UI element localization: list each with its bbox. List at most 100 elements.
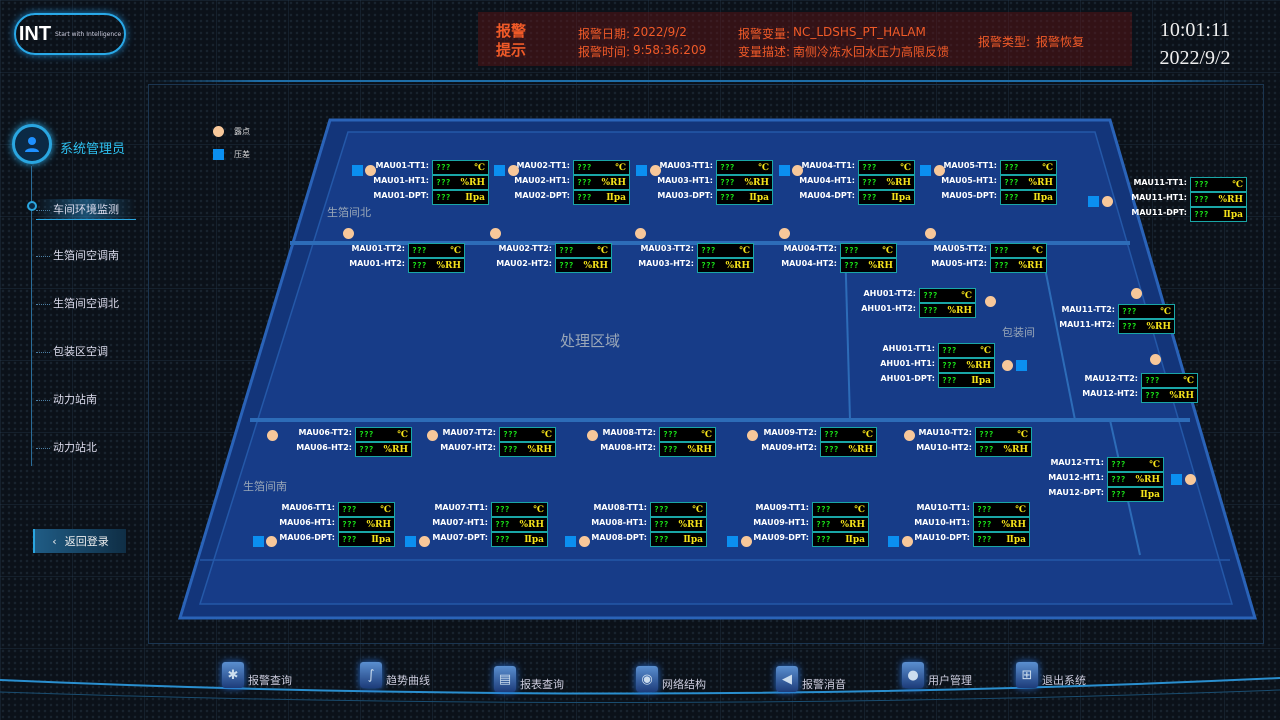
- dew-point-marker-icon[interactable]: [985, 296, 996, 307]
- dew-point-marker-icon[interactable]: [1002, 360, 1013, 371]
- sensor-value-box[interactable]: ??? ℃: [716, 160, 773, 175]
- sensor-value-box[interactable]: ??? %RH: [840, 258, 897, 273]
- sensor-value-box[interactable]: ??? %RH: [408, 258, 465, 273]
- dew-point-marker-icon[interactable]: [925, 228, 936, 239]
- sensor-value-box[interactable]: ??? Ⅱpa: [973, 532, 1030, 547]
- sensor-value-box[interactable]: ??? ℃: [938, 343, 995, 358]
- footer-button[interactable]: ● 用户管理: [902, 662, 972, 688]
- sensor-value-box[interactable]: ??? %RH: [573, 175, 630, 190]
- footer-button[interactable]: ▤ 报表查询: [494, 666, 564, 692]
- sensor-value-box[interactable]: ??? ℃: [355, 427, 412, 442]
- sensor-value-box[interactable]: ??? Ⅱpa: [858, 190, 915, 205]
- dew-point-marker-icon[interactable]: [1150, 354, 1161, 365]
- sensor-value-box[interactable]: ??? Ⅱpa: [1000, 190, 1057, 205]
- sensor-value-box[interactable]: ??? ℃: [555, 243, 612, 258]
- dew-point-marker-icon[interactable]: [267, 430, 278, 441]
- sensor-value-box[interactable]: ??? ℃: [1141, 373, 1198, 388]
- sidebar-item[interactable]: 车间环境监测: [36, 199, 136, 220]
- sensor-value-box[interactable]: ??? %RH: [1141, 388, 1198, 403]
- pressure-diff-marker-icon[interactable]: [494, 165, 505, 176]
- sidebar-item[interactable]: 动力站南: [36, 391, 97, 407]
- dew-point-marker-icon[interactable]: [779, 228, 790, 239]
- sensor-value-box[interactable]: ??? ℃: [697, 243, 754, 258]
- dew-point-marker-icon[interactable]: [741, 536, 752, 547]
- dew-point-marker-icon[interactable]: [1131, 288, 1142, 299]
- pressure-diff-marker-icon[interactable]: [1171, 474, 1182, 485]
- sensor-value-box[interactable]: ??? ℃: [408, 243, 465, 258]
- dew-point-marker-icon[interactable]: [266, 536, 277, 547]
- sensor-value-box[interactable]: ??? ℃: [820, 427, 877, 442]
- back-to-login-button[interactable]: ‹ 返回登录: [33, 529, 126, 553]
- sensor-value-box[interactable]: ??? %RH: [697, 258, 754, 273]
- dew-point-marker-icon[interactable]: [934, 165, 945, 176]
- sensor-value-box[interactable]: ??? %RH: [355, 442, 412, 457]
- sensor-value-box[interactable]: ??? %RH: [973, 517, 1030, 532]
- dew-point-marker-icon[interactable]: [427, 430, 438, 441]
- dew-point-marker-icon[interactable]: [419, 536, 430, 547]
- dew-point-marker-icon[interactable]: [587, 430, 598, 441]
- sensor-value-box[interactable]: ??? Ⅱpa: [573, 190, 630, 205]
- sensor-value-box[interactable]: ??? %RH: [812, 517, 869, 532]
- sensor-value-box[interactable]: ??? ℃: [973, 502, 1030, 517]
- sidebar-item[interactable]: 包装区空调: [36, 343, 108, 359]
- sensor-value-box[interactable]: ??? %RH: [1107, 472, 1164, 487]
- sensor-value-box[interactable]: ??? ℃: [432, 160, 489, 175]
- sensor-value-box[interactable]: ??? %RH: [1000, 175, 1057, 190]
- dew-point-marker-icon[interactable]: [792, 165, 803, 176]
- sensor-value-box[interactable]: ??? Ⅱpa: [491, 532, 548, 547]
- pressure-diff-marker-icon[interactable]: [405, 536, 416, 547]
- footer-button[interactable]: ⊞ 退出系统: [1016, 662, 1086, 688]
- dew-point-marker-icon[interactable]: [365, 165, 376, 176]
- pressure-diff-marker-icon[interactable]: [779, 165, 790, 176]
- sensor-value-box[interactable]: ??? %RH: [990, 258, 1047, 273]
- sensor-value-box[interactable]: ??? ℃: [1000, 160, 1057, 175]
- pressure-diff-marker-icon[interactable]: [636, 165, 647, 176]
- footer-button[interactable]: ✱ 报警查询: [222, 662, 292, 688]
- pressure-diff-marker-icon[interactable]: [1088, 196, 1099, 207]
- sensor-value-box[interactable]: ??? ℃: [491, 502, 548, 517]
- sensor-value-box[interactable]: ??? Ⅱpa: [432, 190, 489, 205]
- footer-button[interactable]: ∫ 趋势曲线: [360, 662, 430, 688]
- sensor-value-box[interactable]: ??? %RH: [919, 303, 976, 318]
- sensor-value-box[interactable]: ??? Ⅱpa: [938, 373, 995, 388]
- dew-point-marker-icon[interactable]: [904, 430, 915, 441]
- dew-point-marker-icon[interactable]: [635, 228, 646, 239]
- sensor-value-box[interactable]: ??? ℃: [840, 243, 897, 258]
- pressure-diff-marker-icon[interactable]: [727, 536, 738, 547]
- sidebar-item[interactable]: 生箔间空调南: [36, 247, 119, 263]
- sensor-value-box[interactable]: ??? ℃: [573, 160, 630, 175]
- sensor-value-box[interactable]: ??? ℃: [1107, 457, 1164, 472]
- sensor-value-box[interactable]: ??? Ⅱpa: [812, 532, 869, 547]
- sensor-value-box[interactable]: ??? %RH: [975, 442, 1032, 457]
- sensor-value-box[interactable]: ??? %RH: [1190, 192, 1247, 207]
- sidebar-item[interactable]: 动力站北: [36, 439, 97, 455]
- sensor-value-box[interactable]: ??? %RH: [650, 517, 707, 532]
- sensor-value-box[interactable]: ??? Ⅱpa: [1107, 487, 1164, 502]
- sensor-value-box[interactable]: ??? Ⅱpa: [1190, 207, 1247, 222]
- sensor-value-box[interactable]: ??? Ⅱpa: [650, 532, 707, 547]
- sensor-value-box[interactable]: ??? Ⅱpa: [716, 190, 773, 205]
- pressure-diff-marker-icon[interactable]: [253, 536, 264, 547]
- pressure-diff-marker-icon[interactable]: [565, 536, 576, 547]
- dew-point-marker-icon[interactable]: [1185, 474, 1196, 485]
- dew-point-marker-icon[interactable]: [902, 536, 913, 547]
- sidebar-item[interactable]: 生箔间空调北: [36, 295, 119, 311]
- pressure-diff-marker-icon[interactable]: [920, 165, 931, 176]
- sensor-value-box[interactable]: ??? ℃: [499, 427, 556, 442]
- sensor-value-box[interactable]: ??? ℃: [1118, 304, 1175, 319]
- dew-point-marker-icon[interactable]: [343, 228, 354, 239]
- footer-button[interactable]: ◀ 报警消音: [776, 666, 846, 692]
- pressure-diff-marker-icon[interactable]: [888, 536, 899, 547]
- sensor-value-box[interactable]: ??? Ⅱpa: [338, 532, 395, 547]
- sensor-value-box[interactable]: ??? ℃: [919, 288, 976, 303]
- sensor-value-box[interactable]: ??? %RH: [491, 517, 548, 532]
- sensor-value-box[interactable]: ??? ℃: [812, 502, 869, 517]
- sensor-value-box[interactable]: ??? %RH: [338, 517, 395, 532]
- dew-point-marker-icon[interactable]: [650, 165, 661, 176]
- sensor-value-box[interactable]: ??? ℃: [650, 502, 707, 517]
- pressure-diff-marker-icon[interactable]: [352, 165, 363, 176]
- sensor-value-box[interactable]: ??? %RH: [432, 175, 489, 190]
- dew-point-marker-icon[interactable]: [579, 536, 590, 547]
- sensor-value-box[interactable]: ??? ℃: [338, 502, 395, 517]
- pressure-diff-marker-icon[interactable]: [1016, 360, 1027, 371]
